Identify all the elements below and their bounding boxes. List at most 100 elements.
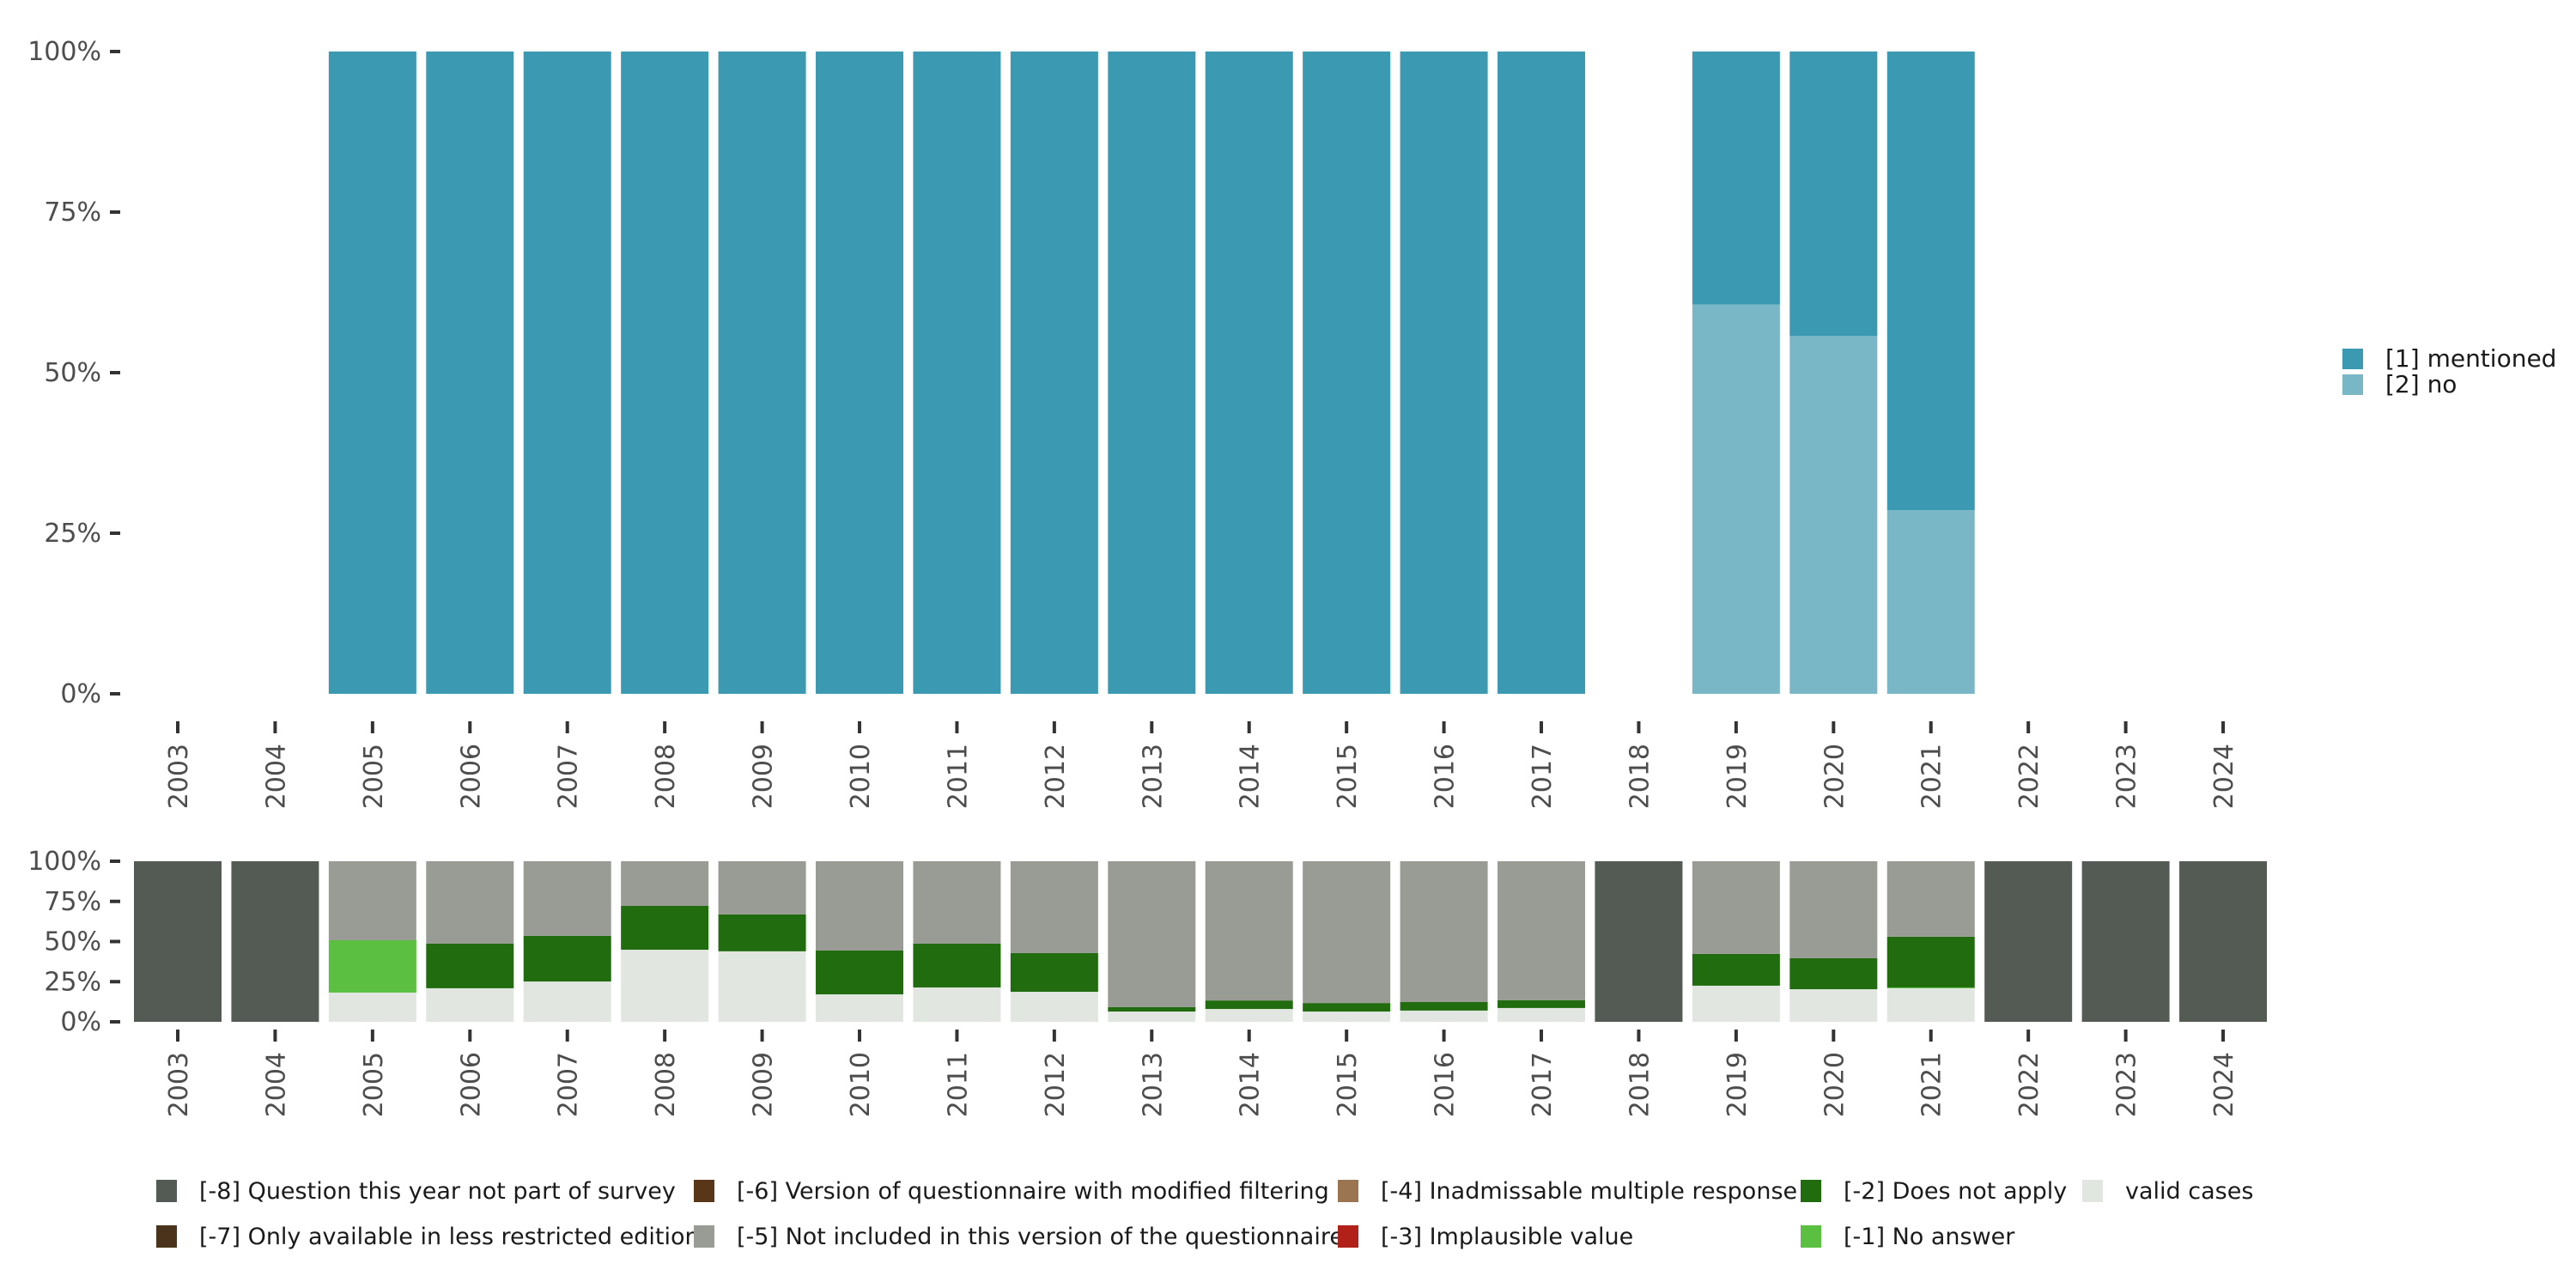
y-tick-label: 50% — [44, 358, 101, 388]
bar-segment — [816, 994, 904, 1022]
bar-segment — [1886, 987, 1975, 1022]
bar-segment — [1789, 957, 1878, 990]
legend-swatch — [2342, 374, 2363, 395]
legend-swatch — [156, 1225, 177, 1248]
y-tick-label: 50% — [44, 927, 101, 957]
x-tick-label: 2018 — [1625, 1052, 1655, 1117]
bar-segment — [718, 914, 806, 951]
bar-segment — [1303, 52, 1391, 694]
legend-item: [-6] Version of questionnaire with modif… — [694, 1178, 1329, 1205]
bar-segment — [1886, 987, 1975, 988]
bar-2003 — [134, 861, 222, 1022]
bar-2014 — [1205, 861, 1293, 1022]
bar-segment — [1303, 1003, 1391, 1012]
bar-segment — [621, 52, 709, 694]
bar-2019 — [1692, 861, 1780, 1022]
bar-segment — [621, 950, 709, 1022]
bar-segment — [1400, 52, 1488, 694]
bar-segment — [1595, 861, 1683, 1022]
x-tick-label: 2010 — [846, 744, 876, 809]
bar-2015 — [1303, 861, 1391, 1022]
bar-2023 — [2081, 861, 2170, 1022]
legend-swatch — [694, 1225, 714, 1248]
x-tick-label: 2014 — [1236, 1052, 1266, 1117]
x-tick-label: 2024 — [2209, 744, 2239, 809]
bar-segment — [913, 943, 1001, 987]
x-tick-label: 2020 — [1820, 1052, 1850, 1117]
bar-2004 — [231, 861, 319, 1022]
bar-2019 — [1692, 52, 1780, 694]
bar-segment — [1886, 52, 1975, 511]
x-tick-label: 2019 — [1722, 744, 1753, 809]
bar-segment — [523, 935, 611, 982]
bar-segment — [1692, 953, 1780, 986]
y-tick-label: 0% — [60, 679, 101, 709]
bar-segment — [1010, 952, 1098, 993]
y-tick-label: 25% — [44, 519, 101, 549]
bar-segment — [1400, 1010, 1488, 1022]
x-tick-label: 2013 — [1138, 1052, 1168, 1117]
y-tick-label: 0% — [60, 1007, 101, 1037]
bar-2014 — [1205, 52, 1293, 694]
bar-2007 — [523, 52, 611, 694]
legend-item: [-2] Does not apply — [1801, 1178, 2067, 1205]
x-tick-label: 2015 — [1333, 1052, 1363, 1117]
x-tick-label: 2013 — [1138, 744, 1168, 809]
legend-label: [-4] Inadmissable multiple response — [1381, 1178, 1797, 1205]
y-tick-label: 75% — [44, 887, 101, 917]
bar-segment — [718, 52, 806, 694]
bar-2022 — [1984, 861, 2073, 1022]
legend-label: [-3] Implausible value — [1381, 1224, 1633, 1250]
bar-segment — [718, 861, 806, 914]
bar-segment — [718, 951, 806, 1022]
x-tick-label: 2018 — [1625, 744, 1655, 809]
x-tick-label: 2023 — [2112, 1052, 2142, 1117]
x-tick-label: 2020 — [1820, 744, 1850, 809]
legend-label: [-6] Version of questionnaire with modif… — [737, 1178, 1329, 1205]
bar-segment — [426, 52, 514, 694]
legend-swatch — [2342, 349, 2363, 369]
bar-2008 — [621, 861, 709, 1022]
bar-2006 — [426, 861, 514, 1022]
bar-segment — [1108, 52, 1196, 694]
x-tick-label: 2006 — [456, 744, 486, 809]
bar-2018 — [1595, 861, 1683, 1022]
bar-2016 — [1400, 52, 1488, 694]
right-legend: [1] mentioned[2] no — [2342, 344, 2556, 398]
x-tick-label: 2008 — [651, 744, 681, 809]
bar-2009 — [718, 52, 806, 694]
x-tick-label: 2009 — [749, 1052, 779, 1117]
x-tick-label: 2015 — [1333, 744, 1363, 809]
bar-segment — [1205, 861, 1293, 1001]
bar-2007 — [523, 861, 611, 1022]
bar-2011 — [913, 861, 1001, 1022]
x-tick-label: 2021 — [1917, 744, 1947, 809]
bar-segment — [1789, 861, 1878, 958]
legend-item: [-7] Only available in less restricted e… — [156, 1224, 700, 1250]
bar-segment — [1205, 1009, 1293, 1022]
x-tick-label: 2016 — [1431, 744, 1461, 809]
bar-2024 — [2179, 861, 2268, 1022]
legend-item: valid cases — [2082, 1178, 2253, 1205]
bar-segment — [621, 861, 709, 906]
bar-2009 — [718, 861, 806, 1022]
x-tick-label: 2016 — [1431, 1052, 1461, 1117]
legend-item: [-5] Not included in this version of the… — [694, 1224, 1344, 1250]
x-tick-label: 2003 — [164, 744, 194, 809]
x-tick-label: 2004 — [261, 1052, 291, 1117]
x-tick-label: 2023 — [2112, 744, 2142, 809]
legend-item: [-3] Implausible value — [1338, 1224, 1633, 1250]
x-tick-label: 2005 — [359, 1052, 389, 1117]
y-tick-label: 75% — [44, 197, 101, 228]
bar-segment — [328, 52, 416, 694]
x-tick-label: 2017 — [1528, 1052, 1558, 1117]
bar-segment — [1108, 1006, 1196, 1012]
y-tick-label: 25% — [44, 967, 101, 997]
x-tick-label: 2014 — [1236, 744, 1266, 809]
bar-segment — [1886, 861, 1975, 937]
bar-2010 — [816, 861, 904, 1022]
bar-segment — [1010, 52, 1098, 694]
bar-segment — [523, 52, 611, 694]
x-tick-label: 2019 — [1722, 1052, 1753, 1117]
